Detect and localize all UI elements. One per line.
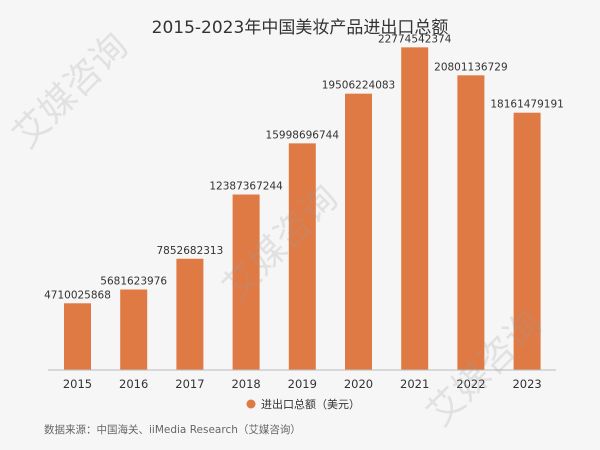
x-tick-label: 2023 — [512, 377, 541, 391]
x-tick-label: 2017 — [175, 377, 204, 391]
bar-2023 — [513, 112, 541, 371]
data-label: 19506224083 — [322, 80, 396, 92]
bar-2021 — [401, 47, 429, 370]
x-tick-label: 2022 — [456, 377, 485, 391]
x-tick-label: 2021 — [400, 377, 429, 391]
legend-marker — [246, 399, 256, 409]
x-tick-label: 2016 — [119, 377, 148, 391]
bar-2019 — [288, 143, 316, 370]
data-label: 22774542374 — [378, 33, 452, 45]
legend-label: 进出口总额（美元） — [261, 397, 360, 411]
data-label: 12387367244 — [209, 181, 283, 193]
bar-2015 — [64, 303, 91, 370]
watermark: 艾媒咨询 — [5, 26, 136, 157]
bar-2022 — [457, 75, 485, 370]
chart-title: 2015-2023年中国美妆产品进出口总额 — [152, 18, 449, 38]
data-label: 18161479191 — [490, 99, 564, 111]
x-tick-label: 2019 — [288, 377, 317, 391]
data-label: 20801136729 — [434, 61, 508, 73]
bar-2017 — [176, 258, 204, 370]
x-tick-label: 2020 — [344, 377, 373, 391]
legend: 进出口总额（美元） — [246, 397, 360, 411]
x-tick-label: 2015 — [63, 377, 92, 391]
bar-group: 4710025868 2015 5681623976 2016 7852682313 20… — [44, 33, 564, 391]
data-label: 4710025868 — [44, 289, 111, 301]
data-label: 7852682313 — [156, 245, 223, 257]
source-note: 数据来源：中国海关、iiMedia Research（艾媒咨询） — [44, 423, 301, 436]
bar-2020 — [345, 93, 372, 370]
bar-2016 — [120, 289, 148, 370]
data-label: 5681623976 — [100, 276, 167, 288]
bar-2018 — [232, 194, 260, 370]
x-tick-label: 2018 — [231, 377, 260, 391]
data-label: 15998696744 — [266, 129, 340, 141]
